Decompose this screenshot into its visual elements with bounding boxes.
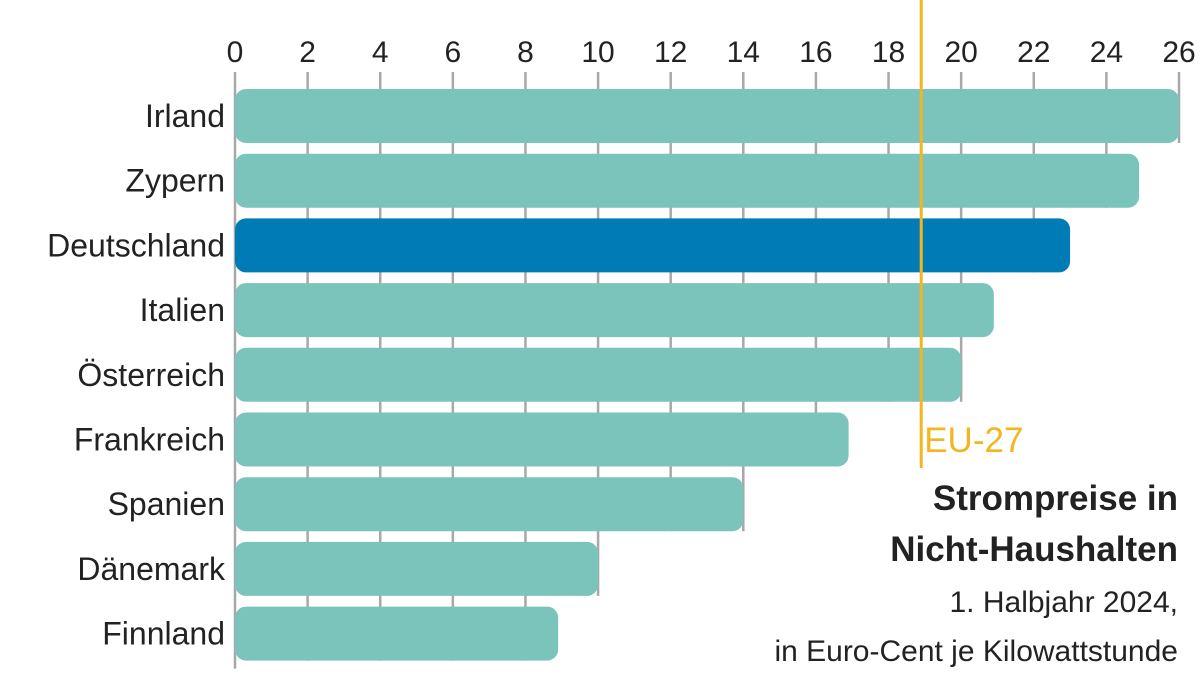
category-label: Zypern: [125, 163, 225, 199]
chart-subtitle-line-2: in Euro-Cent je Kilowattstunde: [774, 635, 1178, 668]
bar-italien: [235, 283, 994, 338]
x-tick-label: 20: [944, 36, 977, 69]
bar-frankreich: [235, 412, 849, 467]
category-labels: Irland Zypern Deutschland Italien Österreich…: [47, 98, 226, 652]
x-tick-label: 14: [727, 36, 760, 69]
category-label: Dänemark: [77, 551, 226, 587]
category-label: Spanien: [108, 486, 225, 522]
category-label: Finnland: [102, 616, 225, 652]
x-tick-label: 4: [372, 36, 389, 69]
x-axis-ticks: 0 2 4 6 8 10 12 14 16 18 20 22 24 26: [227, 36, 1196, 69]
eu-27-label: EU-27: [924, 421, 1023, 460]
bars: [235, 89, 1179, 661]
category-label: Österreich: [77, 357, 225, 393]
chart-title-line-1: Strompreise in: [933, 479, 1178, 518]
x-tick-label: 6: [445, 36, 462, 69]
bar-deutschland: [235, 218, 1071, 273]
category-label: Deutschland: [47, 227, 225, 263]
bar-irland: [235, 89, 1179, 143]
x-tick-label: 18: [872, 36, 905, 69]
bar-österreich: [235, 347, 962, 402]
category-label: Italien: [140, 292, 225, 328]
x-tick-label: 12: [654, 36, 687, 69]
x-tick-label: 24: [1090, 36, 1123, 69]
x-tick-label: 8: [517, 36, 534, 69]
bar-dänemark: [235, 541, 599, 596]
x-tick-label: 16: [799, 36, 832, 69]
x-tick-label: 2: [299, 36, 316, 69]
x-tick-label: 26: [1162, 36, 1195, 69]
x-tick-label: 0: [227, 36, 244, 69]
chart-subtitle-line-1: 1. Halbjahr 2024,: [950, 586, 1179, 619]
category-label: Irland: [145, 98, 225, 134]
bar-finnland: [235, 606, 559, 661]
category-label: Frankreich: [74, 422, 225, 458]
x-tick-label: 22: [1017, 36, 1050, 69]
chart-title-line-2: Nicht-Haushalten: [890, 530, 1178, 569]
x-tick-label: 10: [581, 36, 614, 69]
bar-zypern: [235, 153, 1140, 208]
bar-spanien: [235, 477, 744, 532]
